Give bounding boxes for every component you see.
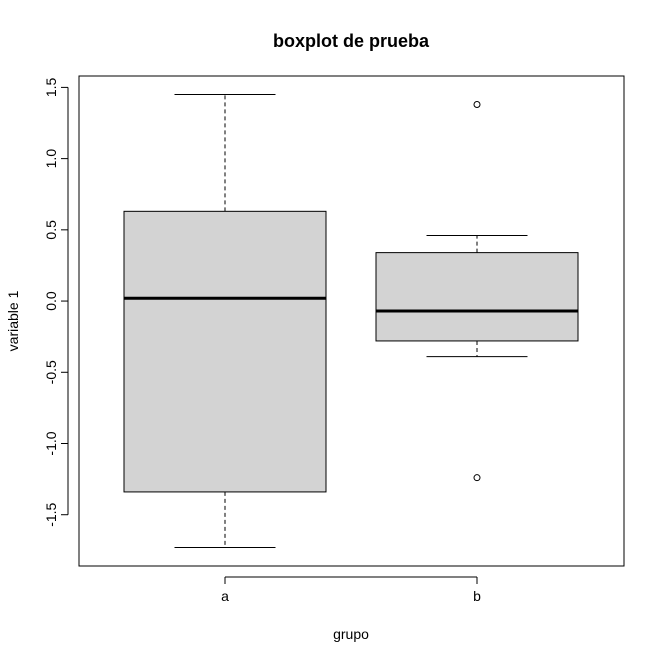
x-tick-label: a: [221, 588, 229, 604]
box-iqr: [123, 210, 327, 493]
box-iqr: [375, 252, 579, 342]
y-axis: -1.5 -1.0 -0.5 0.0 0.5 1.0 1.5: [43, 77, 69, 527]
plot-area-frame: [78, 75, 625, 567]
x-axis-label: grupo: [333, 626, 369, 642]
y-tick-label: 0.0: [43, 291, 59, 311]
y-tick-label: -1.0: [43, 431, 59, 455]
x-tick-label: b: [473, 588, 481, 604]
outlier-point: [473, 474, 481, 482]
y-axis-label: variable 1: [5, 290, 21, 351]
y-tick-label: -0.5: [43, 360, 59, 384]
outlier-point: [473, 100, 481, 108]
boxplot-series: [123, 94, 579, 548]
chart-title: boxplot de prueba: [273, 31, 430, 51]
y-tick-label: 0.5: [43, 220, 59, 240]
box-group-b: [375, 100, 579, 482]
y-tick-label: -1.5: [43, 502, 59, 526]
box-group-a: [123, 94, 327, 548]
y-tick-label: 1.0: [43, 149, 59, 169]
y-tick-label: 1.5: [43, 77, 59, 97]
